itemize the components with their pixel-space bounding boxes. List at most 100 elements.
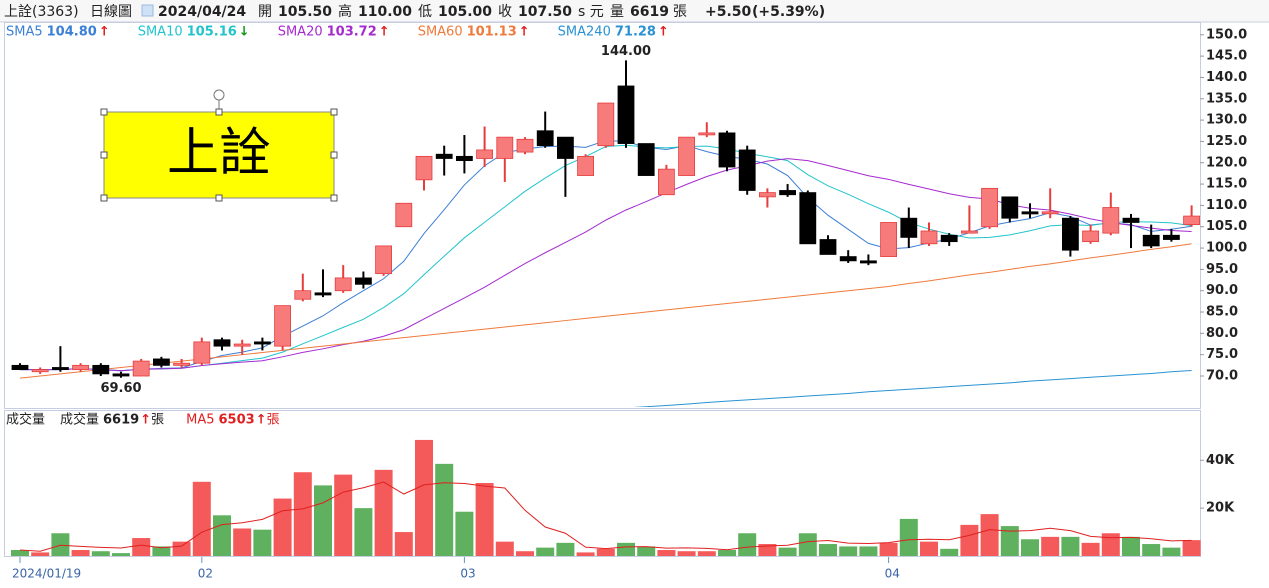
legend-name: SMA20 — [278, 25, 323, 40]
volume-bar — [192, 481, 211, 556]
candle-body — [72, 364, 89, 371]
volume-bar — [31, 552, 50, 556]
candle-body — [557, 136, 574, 159]
rotate-handle[interactable] — [213, 89, 225, 101]
volume-bar — [960, 524, 979, 556]
volume-bar — [839, 546, 858, 556]
checkbox-icon[interactable] — [141, 4, 154, 17]
y-tick-label: 135.0 — [1206, 91, 1247, 106]
legend-arrow: ↑ — [519, 25, 530, 40]
candle-body — [516, 138, 534, 153]
y-tick-label: 40K — [1206, 453, 1235, 468]
header-item: 高 — [338, 3, 352, 20]
volume-bar — [495, 541, 514, 556]
candle-body — [637, 143, 655, 176]
volume-bar — [415, 439, 433, 556]
candle-body — [940, 234, 958, 243]
y-tick-label: 130.0 — [1206, 113, 1247, 128]
volume-bar — [11, 550, 29, 556]
legend-name: 成交量 — [60, 412, 99, 428]
y-tick-label: 105.0 — [1206, 219, 1247, 234]
volume-bar — [1021, 539, 1039, 556]
legend-value: 71.28 — [615, 25, 656, 40]
handle[interactable] — [330, 108, 338, 116]
candle-body — [395, 202, 413, 228]
candle-body — [415, 155, 433, 181]
annotation[interactable]: 上詮 — [100, 89, 338, 202]
y-tick-label: 100.0 — [1206, 241, 1247, 256]
legend-value: 103.72 — [327, 25, 377, 40]
volume-bar — [1142, 544, 1161, 556]
annotation-box[interactable] — [103, 111, 335, 199]
volume-bar — [556, 542, 575, 556]
volume-bar — [819, 544, 837, 556]
x-tick-label: 04 — [885, 567, 900, 581]
volume-bar — [71, 550, 90, 556]
header-item: (+5.39%) — [752, 4, 825, 20]
handle[interactable] — [100, 151, 108, 159]
volume-bar — [697, 551, 716, 556]
y-tick-label: 20K — [1206, 501, 1235, 516]
handle[interactable] — [100, 194, 108, 202]
candle-body — [1021, 211, 1039, 215]
y-tick-label: 150.0 — [1206, 27, 1247, 42]
volume-bar — [980, 514, 999, 556]
legend-arrow: ↑ — [140, 413, 151, 428]
volume-bar — [920, 541, 938, 556]
handle[interactable] — [100, 108, 108, 116]
volume-bar — [899, 518, 918, 556]
candle-body — [1183, 215, 1200, 225]
legend-name: SMA60 — [418, 25, 463, 40]
volume-bar — [1000, 526, 1019, 556]
volume-bar — [677, 551, 696, 556]
candle-body — [1062, 217, 1079, 251]
candle-body — [496, 136, 514, 159]
candle-body — [173, 362, 191, 366]
ma-line — [19, 243, 1192, 379]
candle-body — [476, 149, 494, 159]
candle-body — [11, 364, 29, 371]
volume-bar — [152, 546, 171, 556]
candle-body — [577, 155, 594, 176]
ma-line — [633, 369, 1192, 407]
volume-bar — [536, 547, 555, 556]
high-label: 144.00 — [601, 44, 651, 59]
candle-body — [1163, 234, 1180, 240]
candle-body — [839, 256, 857, 262]
candle-body — [233, 343, 251, 347]
volume-bar — [354, 508, 373, 556]
header-item: 6619 — [630, 4, 669, 20]
handle[interactable] — [215, 108, 223, 116]
legend-name: MA5 — [186, 413, 214, 428]
volume-bar — [314, 485, 332, 556]
handle[interactable] — [330, 194, 338, 202]
volume-bar — [112, 553, 130, 556]
candle-body — [738, 149, 756, 191]
volume-bar — [233, 528, 252, 556]
volume-bar — [778, 547, 797, 556]
volume-bar — [516, 551, 534, 556]
candle-body — [1102, 207, 1120, 234]
y-tick-label: 95.0 — [1206, 262, 1238, 277]
x-tick-label: 02 — [198, 567, 213, 581]
volume-bar — [374, 469, 393, 556]
handle[interactable] — [330, 151, 338, 159]
candle-body — [779, 190, 796, 196]
volume-bar — [576, 552, 595, 556]
volume-bar — [435, 463, 454, 556]
volume-bar — [718, 550, 736, 556]
volume-bar — [738, 533, 757, 556]
volume-bar — [132, 538, 151, 556]
y-tick-label: 110.0 — [1206, 198, 1247, 213]
volume-bar — [1081, 542, 1100, 556]
volume-bar — [273, 498, 292, 556]
candle-body — [860, 260, 877, 264]
candle-body — [334, 277, 352, 292]
volume-bar — [758, 544, 777, 556]
handle[interactable] — [215, 194, 223, 202]
candle-body — [193, 341, 211, 364]
candle-body — [961, 230, 978, 234]
y-tick-label: 125.0 — [1206, 134, 1247, 149]
